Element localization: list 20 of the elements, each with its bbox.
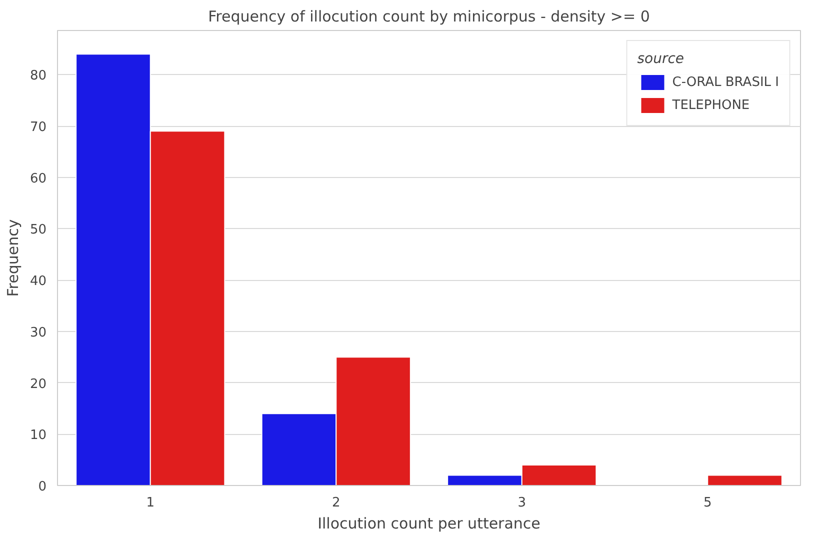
y-tick-label: 50 <box>30 222 47 238</box>
x-tick-label: 5 <box>703 496 712 510</box>
y-tick-label: 10 <box>30 428 47 444</box>
chart-title: Frequency of illocution count by minicorpus - density >= 0 <box>208 8 650 26</box>
bar <box>707 474 782 486</box>
y-tick-label: 40 <box>30 274 47 290</box>
y-tick-label: 20 <box>30 376 47 392</box>
x-tick-label: 2 <box>332 496 340 510</box>
y-tick-label: 60 <box>30 171 47 186</box>
y-axis-title: Frequency <box>4 219 22 297</box>
y-tick-label: 70 <box>30 120 47 136</box>
x-tick-label: 3 <box>518 496 526 510</box>
legend-label: TELEPHONE <box>672 98 750 112</box>
legend-label: C-ORAL BRASIL I <box>672 74 779 90</box>
x-tick-label: 1 <box>146 496 155 510</box>
legend-title: source <box>637 51 686 67</box>
y-tick-label: 0 <box>38 480 47 494</box>
y-tick-label: 80 <box>30 68 47 84</box>
y-tick-label: 30 <box>30 325 47 340</box>
x-axis-title: Illocution count per utterance <box>318 514 540 532</box>
